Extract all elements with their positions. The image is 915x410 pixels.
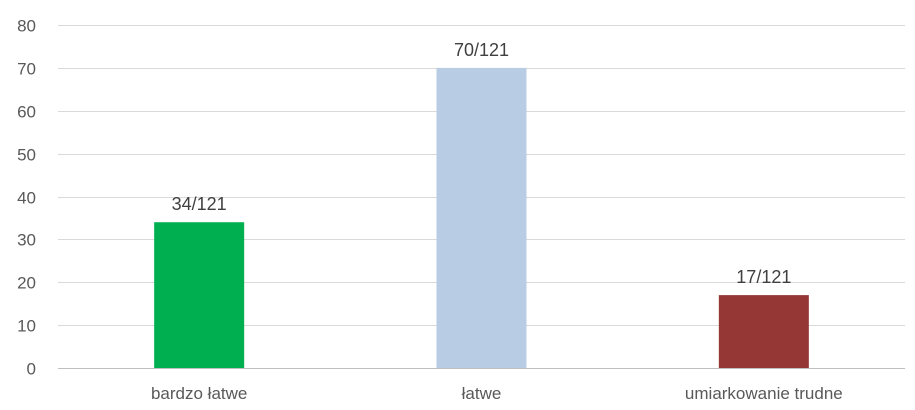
y-tick-label: 10 [17, 317, 36, 336]
y-tick-label: 80 [17, 17, 36, 36]
bar [718, 295, 809, 368]
bar-data-label: 34/121 [172, 194, 227, 214]
y-tick-label: 40 [17, 189, 36, 208]
x-category-label: umiarkowanie trudne [685, 384, 843, 403]
y-tick-label: 20 [17, 274, 36, 293]
bar [154, 222, 245, 368]
y-axis-tick-labels: 0 10 20 30 40 50 60 70 80 [17, 17, 36, 379]
x-category-label: łatwe [462, 384, 502, 403]
data-labels: 34/121 70/121 17/121 [172, 40, 792, 287]
y-tick-label: 30 [17, 231, 36, 250]
y-tick-label: 60 [17, 103, 36, 122]
x-category-label: bardzo łatwe [151, 384, 247, 403]
x-axis-category-labels: bardzo łatwe łatwe umiarkowanie trudne [151, 384, 843, 403]
bar [436, 67, 527, 368]
y-tick-label: 0 [27, 360, 36, 379]
bars [154, 67, 809, 368]
bar-data-label: 17/121 [736, 267, 791, 287]
bar-data-label: 70/121 [454, 40, 509, 60]
y-tick-label: 50 [17, 146, 36, 165]
y-tick-label: 70 [17, 60, 36, 79]
